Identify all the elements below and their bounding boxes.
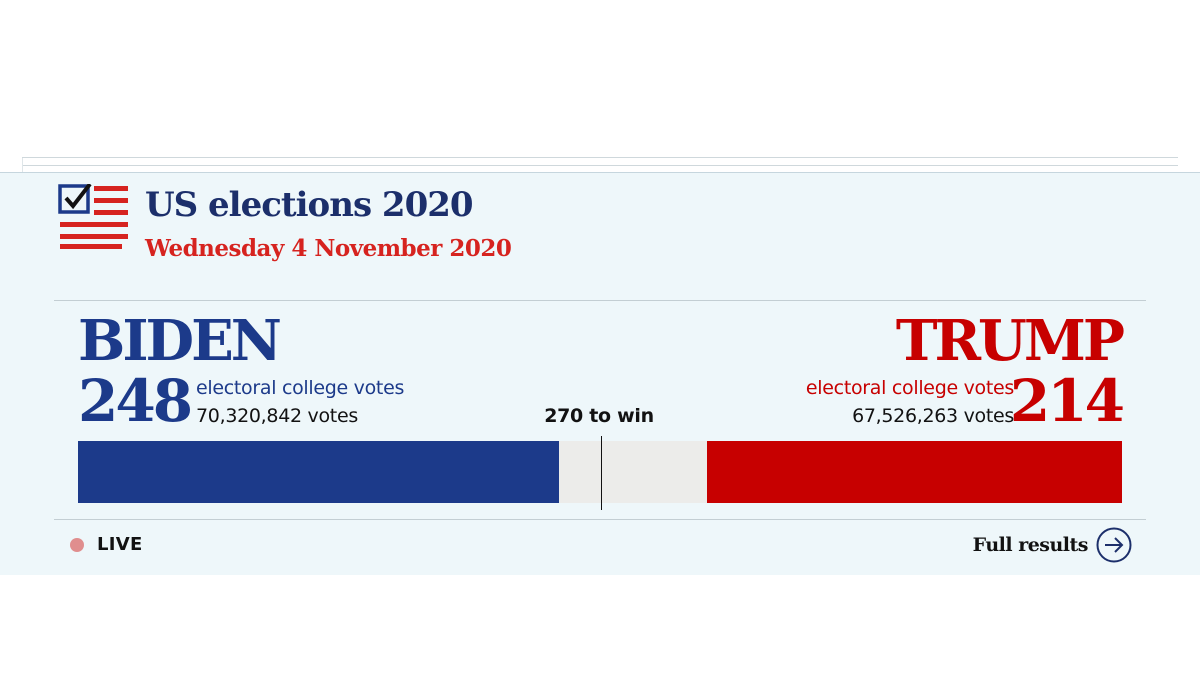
electoral-votes-trump: 214 <box>1009 367 1125 435</box>
electoral-votes-label-trump: electoral college votes <box>805 377 1014 399</box>
bar-segment-biden <box>78 441 560 503</box>
top-rule <box>0 172 1200 173</box>
candidate-name-biden: BIDEN <box>78 308 282 374</box>
top-rule <box>22 165 1178 166</box>
win-threshold-line <box>601 436 603 510</box>
top-rule <box>22 157 1178 158</box>
arrow-right-circle-icon[interactable] <box>1096 527 1132 563</box>
full-results-label: Full results <box>972 534 1089 556</box>
to-win-label: 270 to win <box>544 405 654 427</box>
top-rule <box>22 158 23 172</box>
electoral-votes-label-biden: electoral college votes <box>196 377 405 399</box>
page-title: US elections 2020 <box>145 185 474 225</box>
panel-background <box>0 173 1200 575</box>
divider <box>54 519 1146 520</box>
ballot-checkbox-flag-icon <box>58 184 128 249</box>
candidate-name-trump: TRUMP <box>895 308 1125 374</box>
divider <box>54 300 1146 301</box>
electoral-vote-bar <box>78 436 1122 510</box>
election-date: Wednesday 4 November 2020 <box>145 235 512 262</box>
popular-votes-biden: 70,320,842 votes <box>196 405 358 427</box>
electoral-votes-biden: 248 <box>78 367 193 435</box>
live-indicator-dot <box>70 538 84 552</box>
full-results-link[interactable]: Full results <box>973 525 1132 565</box>
bar-segment-trump <box>706 441 1122 503</box>
live-label: LIVE <box>97 534 143 555</box>
popular-votes-trump: 67,526,263 votes <box>852 405 1014 427</box>
